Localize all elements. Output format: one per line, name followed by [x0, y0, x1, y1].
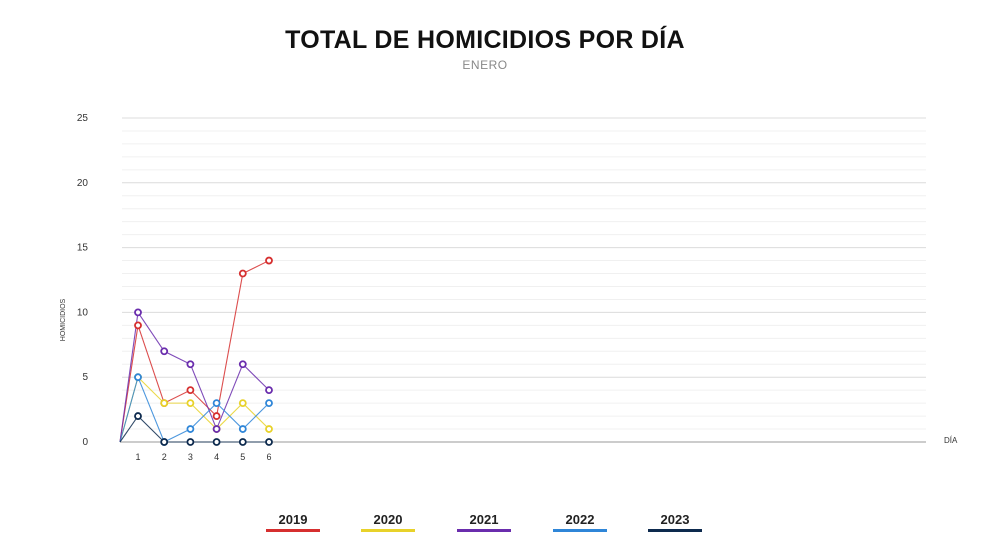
x-tick-label: 6 [266, 452, 271, 462]
data-point-2019 [134, 321, 142, 330]
legend-label: 2022 [565, 512, 595, 527]
data-point-2022 [212, 399, 221, 408]
legend-item-2023: 2023 [648, 512, 702, 532]
data-point-2022 [186, 425, 195, 433]
data-point-2023 [160, 438, 169, 446]
data-point-2022 [265, 399, 273, 408]
y-tick-label: 25 [77, 113, 89, 124]
chart-legend: 2019 2020 2021 2022 2023 [0, 512, 992, 542]
data-point-2021 [265, 386, 273, 395]
data-point-2022 [238, 425, 247, 433]
data-point-2019 [265, 256, 273, 265]
chart-subtitle: ENERO [462, 58, 508, 72]
legend-item-2022: 2022 [553, 512, 607, 532]
data-point-2023 [212, 438, 221, 446]
legend-swatch [553, 529, 607, 532]
x-tick-label: 3 [188, 452, 193, 462]
data-point-2022 [134, 373, 142, 382]
data-point-2020 [160, 399, 169, 408]
legend-swatch [457, 529, 511, 532]
legend-swatch [648, 529, 702, 532]
data-point-2020 [186, 399, 195, 408]
y-tick-label: 15 [77, 243, 89, 254]
x-tick-label: 1 [135, 452, 140, 462]
data-point-2021 [238, 360, 247, 369]
legend-item-2020: 2020 [361, 512, 415, 532]
y-tick-label: 20 [77, 178, 89, 189]
data-point-2021 [186, 360, 195, 369]
y-tick-label: 0 [82, 437, 88, 448]
chart-title: TOTAL DE HOMICIDIOS POR DÍA [285, 26, 685, 54]
x-tick-label: 5 [240, 452, 245, 462]
x-tick-label: 4 [214, 452, 219, 462]
data-point-2019 [186, 386, 195, 395]
legend-label: 2020 [373, 512, 403, 527]
y-axis-title: HOMICIDIOS [60, 298, 67, 341]
data-point-2021 [134, 308, 142, 317]
legend-item-2021: 2021 [457, 512, 511, 532]
data-point-2023 [186, 438, 195, 446]
data-point-2021 [212, 425, 221, 433]
data-point-2023 [134, 412, 142, 420]
data-point-2019 [238, 269, 247, 278]
data-point-2021 [160, 347, 169, 356]
legend-swatch [361, 529, 415, 532]
legend-item-2019: 2019 [266, 512, 320, 532]
x-tick-label: 2 [162, 452, 167, 462]
legend-label: 2021 [469, 512, 499, 527]
data-point-2019 [212, 412, 221, 420]
data-point-2023 [238, 438, 247, 446]
y-tick-label: 10 [77, 307, 89, 318]
data-point-2020 [238, 399, 247, 408]
series-line-2022 [119, 375, 270, 443]
x-axis-title: DÍA [944, 436, 958, 445]
legend-label: 2023 [660, 512, 690, 527]
legend-label: 2019 [278, 512, 308, 527]
legend-swatch [266, 529, 320, 532]
data-point-2023 [265, 438, 273, 446]
y-tick-label: 5 [82, 372, 88, 383]
data-point-2020 [265, 425, 273, 433]
